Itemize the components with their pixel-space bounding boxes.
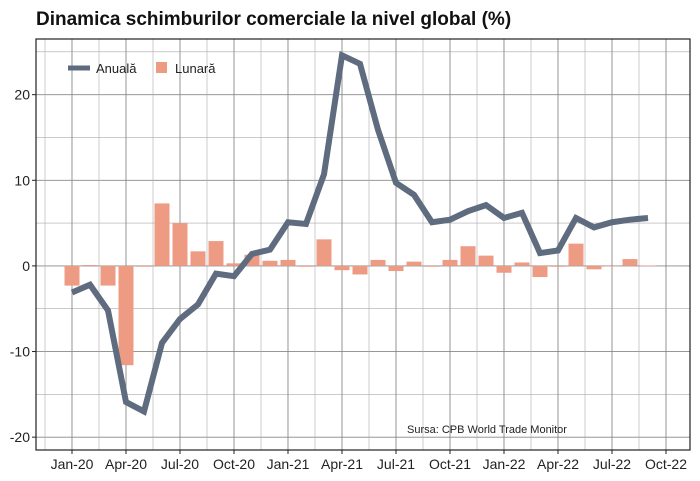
plot-frame <box>35 38 691 451</box>
bar-Sep-20 <box>208 241 224 266</box>
plot-area <box>36 39 690 450</box>
bar-Feb-22 <box>514 262 530 266</box>
bar-Oct-20 <box>226 263 242 266</box>
x-tick-label: Jan-21 <box>267 456 310 472</box>
bar-Aug-21 <box>406 261 422 266</box>
y-tick-label: -20 <box>10 429 30 445</box>
bar-Jun-22 <box>586 265 602 270</box>
line-series <box>70 50 649 416</box>
bar-Jun-20 <box>154 203 170 266</box>
x-tick-label: Oct-22 <box>645 456 687 472</box>
bar-May-20 <box>136 265 152 267</box>
bar-Nov-21 <box>460 246 476 266</box>
axes: -20 -10 0 10 20 Jan-20 Apr-20 Jul-20 Oct-20 Jan-2… <box>10 38 691 472</box>
bar-Oct-21 <box>442 259 458 266</box>
x-tick-label: Apr-22 <box>537 456 579 472</box>
legend: Anuală Lunară <box>68 61 216 76</box>
y-tick-label: -10 <box>10 344 30 360</box>
bar-Sep-22 <box>640 265 656 267</box>
x-tick-label: Oct-20 <box>213 456 255 472</box>
bar-Apr-22 <box>550 265 566 267</box>
x-tick-label: Jan-20 <box>51 456 94 472</box>
bar-Feb-21 <box>298 265 314 267</box>
legend-bar-swatch <box>156 62 167 73</box>
bar-Jul-20 <box>172 223 188 266</box>
y-tick-label: 10 <box>14 172 30 188</box>
x-tick-label: Jul-20 <box>161 456 199 472</box>
source-annotation: Sursa: CPB World Trade Monitor <box>407 424 567 436</box>
bar-Jun-21 <box>370 259 386 266</box>
bar-Dec-20 <box>262 260 278 266</box>
bar-Aug-22 <box>622 259 638 266</box>
x-tick-label: Apr-21 <box>321 456 363 472</box>
bars <box>64 203 656 366</box>
bar-Jan-20 <box>64 265 80 286</box>
bar-May-21 <box>352 265 368 275</box>
bar-Mar-20 <box>100 265 116 286</box>
grid <box>36 39 690 450</box>
bar-Jan-21 <box>280 259 296 266</box>
bar-Mar-21 <box>316 239 332 266</box>
bar-Apr-21 <box>334 265 350 271</box>
y-tick-label: 20 <box>14 87 30 103</box>
bar-Apr-20 <box>118 265 134 366</box>
bar-Aug-20 <box>190 251 206 266</box>
bar-Jul-22 <box>604 265 620 267</box>
x-tick-label: Apr-20 <box>105 456 147 472</box>
x-tick-label: Jan-22 <box>483 456 526 472</box>
y-tick-label: 0 <box>22 258 30 274</box>
bar-Nov-20 <box>244 254 260 266</box>
legend-label-annual: Anuală <box>96 61 137 76</box>
bar-Dec-21 <box>478 255 494 266</box>
x-tick-label: Jul-22 <box>593 456 631 472</box>
legend-label-monthly: Lunară <box>175 61 216 76</box>
bar-Sep-21 <box>424 265 440 267</box>
chart-title: Dinamica schimburilor comerciale la nive… <box>36 9 512 30</box>
bar-Feb-20 <box>82 265 98 266</box>
x-tick-label: Oct-21 <box>429 456 471 472</box>
bar-Mar-22 <box>532 265 548 278</box>
bar-Jul-21 <box>388 265 404 272</box>
x-tick-label: Jul-21 <box>377 456 415 472</box>
bar-May-22 <box>568 243 584 266</box>
bar-Jan-22 <box>496 265 512 273</box>
